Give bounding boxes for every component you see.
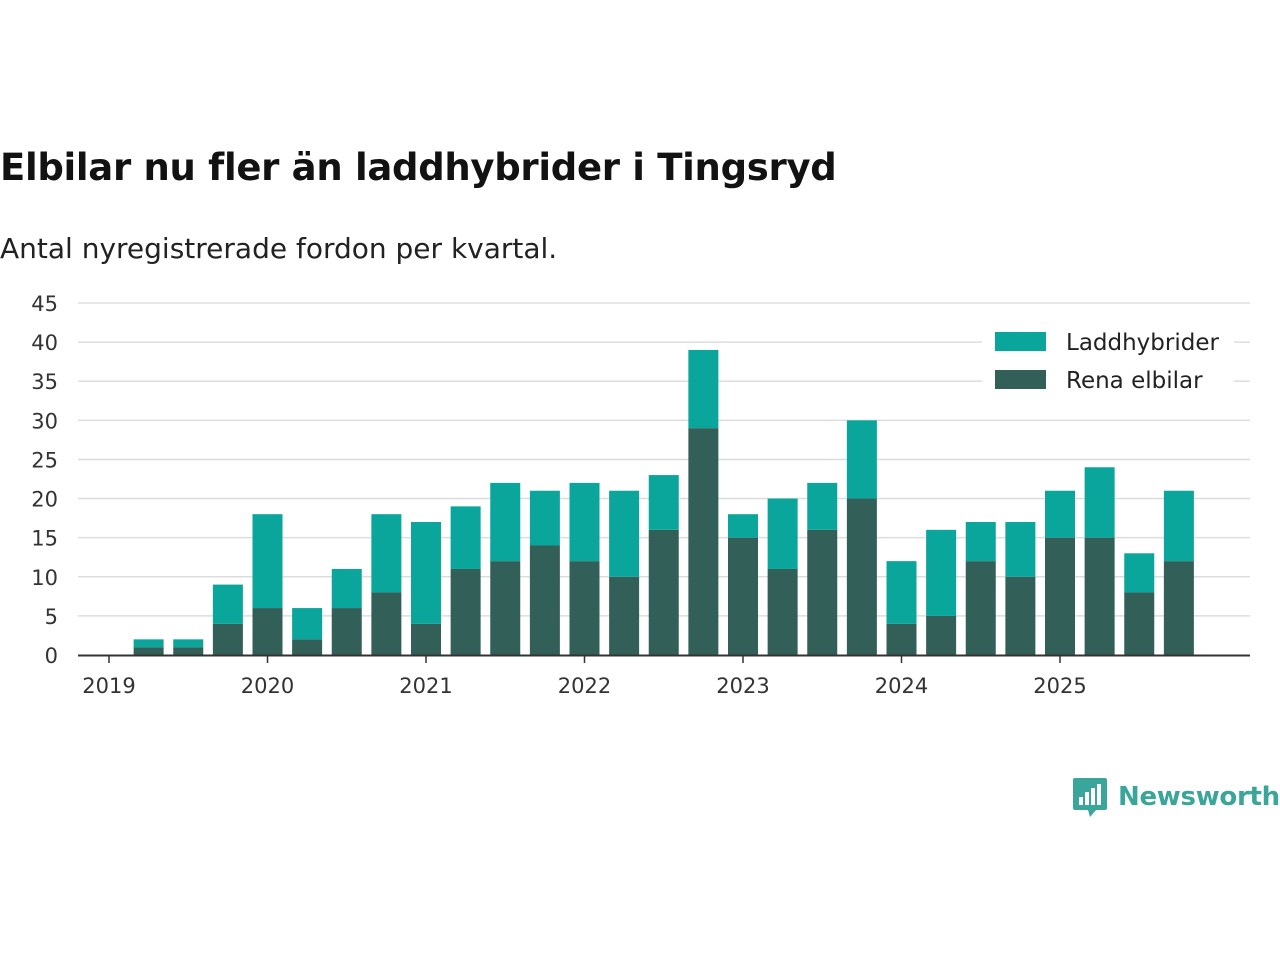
bar-rena-elbilar bbox=[371, 592, 402, 655]
x-tick-label: 2025 bbox=[1033, 674, 1086, 698]
bar-rena-elbilar bbox=[490, 561, 521, 655]
bar-laddhybrider bbox=[609, 490, 640, 577]
bar-laddhybrider bbox=[212, 584, 243, 624]
bar-rena-elbilar bbox=[846, 498, 877, 655]
bar-laddhybrider bbox=[965, 522, 996, 562]
y-tick-label: 30 bbox=[31, 409, 58, 433]
bar-rena-elbilar bbox=[728, 537, 758, 655]
bar-laddhybrider bbox=[529, 490, 560, 546]
bar-laddhybrider bbox=[252, 514, 283, 609]
bar-laddhybrider bbox=[133, 639, 164, 648]
bar-rena-elbilar bbox=[965, 561, 996, 655]
bar-rena-elbilar bbox=[767, 568, 798, 655]
bar-rena-elbilar bbox=[331, 608, 362, 655]
legend-label: Rena elbilar bbox=[1066, 368, 1203, 394]
x-tick-label: 2021 bbox=[399, 674, 452, 698]
bar-laddhybrider bbox=[1163, 490, 1194, 562]
bar-laddhybrider bbox=[490, 482, 521, 562]
bar-laddhybrider bbox=[450, 506, 481, 569]
bar-laddhybrider bbox=[1124, 553, 1155, 593]
bar-rena-elbilar bbox=[1005, 576, 1036, 655]
bar-laddhybrider bbox=[926, 529, 957, 616]
bar-rena-elbilar bbox=[411, 623, 441, 655]
bar-rena-elbilar bbox=[886, 623, 917, 655]
bar-rena-elbilar bbox=[1124, 592, 1155, 655]
y-tick-label: 35 bbox=[31, 370, 58, 394]
y-tick-label: 20 bbox=[31, 488, 58, 512]
bar-laddhybrider bbox=[846, 420, 877, 499]
bar-laddhybrider bbox=[1084, 467, 1115, 538]
bar-rena-elbilar bbox=[173, 647, 204, 655]
bar-rena-elbilar bbox=[133, 647, 164, 655]
bar-laddhybrider bbox=[688, 349, 719, 429]
bar-rena-elbilar bbox=[1045, 537, 1075, 655]
y-tick-label: 10 bbox=[31, 566, 58, 590]
newsworthy-logo: Newsworthy bbox=[1072, 776, 1280, 818]
bar-laddhybrider bbox=[1045, 490, 1075, 538]
bar-laddhybrider bbox=[569, 482, 600, 562]
legend-swatch bbox=[995, 370, 1046, 389]
x-tick-label: 2020 bbox=[241, 674, 294, 698]
y-tick-label: 15 bbox=[31, 527, 58, 551]
bar-rena-elbilar bbox=[450, 568, 481, 655]
legend-label: Laddhybrider bbox=[1066, 330, 1219, 356]
bar-rena-elbilar bbox=[252, 608, 283, 655]
bar-laddhybrider bbox=[728, 514, 758, 538]
bar-laddhybrider bbox=[371, 514, 402, 593]
bar-rena-elbilar bbox=[212, 623, 243, 655]
chart-title: Elbilar nu fler än laddhybrider i Tingsr… bbox=[0, 146, 837, 189]
newsworthy-logo-icon bbox=[1073, 778, 1107, 817]
y-tick-label: 25 bbox=[31, 448, 58, 472]
bar-rena-elbilar bbox=[292, 639, 323, 655]
x-tick-label: 2019 bbox=[82, 674, 135, 698]
bar-laddhybrider bbox=[331, 568, 362, 609]
bar-laddhybrider bbox=[173, 639, 204, 648]
bar-rena-elbilar bbox=[807, 529, 838, 655]
bar-laddhybrider bbox=[411, 522, 441, 624]
bar-rena-elbilar bbox=[1163, 561, 1194, 655]
y-tick-label: 0 bbox=[45, 644, 58, 668]
legend-swatch bbox=[995, 332, 1046, 351]
y-tick-label: 5 bbox=[45, 605, 58, 629]
bar-rena-elbilar bbox=[1084, 537, 1115, 655]
bar-rena-elbilar bbox=[926, 615, 957, 655]
bar-laddhybrider bbox=[648, 475, 679, 530]
bar-laddhybrider bbox=[1005, 522, 1036, 577]
chart-subtitle: Antal nyregistrerade fordon per kvartal. bbox=[0, 232, 558, 265]
brand-name: Newsworthy bbox=[1118, 782, 1280, 812]
bar-laddhybrider bbox=[767, 498, 798, 569]
x-tick-label: 2023 bbox=[716, 674, 769, 698]
bar-laddhybrider bbox=[292, 608, 323, 640]
x-tick-label: 2024 bbox=[875, 674, 928, 698]
bar-rena-elbilar bbox=[688, 428, 719, 655]
x-tick-label: 2022 bbox=[558, 674, 611, 698]
bar-rena-elbilar bbox=[648, 529, 679, 655]
legend: Laddhybrider Rena elbilar bbox=[982, 322, 1234, 402]
bars bbox=[133, 349, 1194, 655]
bar-rena-elbilar bbox=[609, 576, 640, 655]
bar-rena-elbilar bbox=[569, 561, 600, 655]
bar-rena-elbilar bbox=[529, 545, 560, 655]
bar-laddhybrider bbox=[886, 561, 917, 624]
y-tick-label: 40 bbox=[31, 331, 58, 355]
bar-laddhybrider bbox=[807, 482, 838, 530]
y-tick-label: 45 bbox=[31, 292, 58, 316]
